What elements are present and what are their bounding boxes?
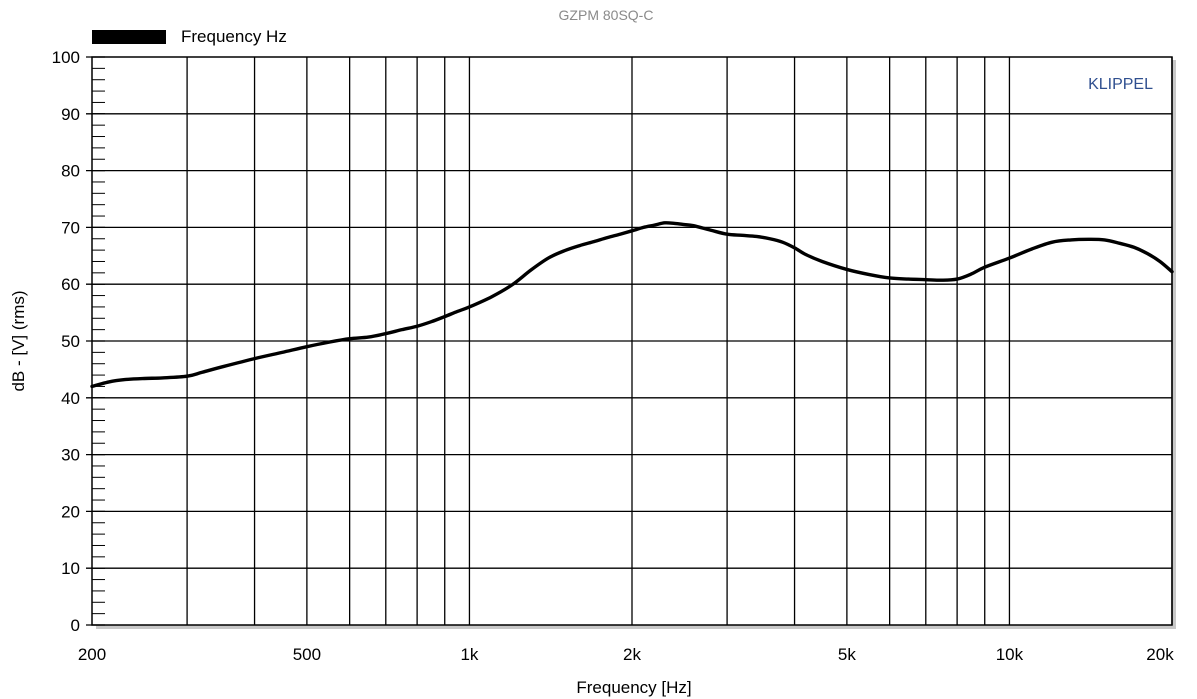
- x-axis: 200 500 1k 2k 5k 10k 20k: [78, 645, 1174, 664]
- x-tick-label: 2k: [623, 645, 641, 664]
- x-axis-label: Frequency [Hz]: [576, 678, 691, 697]
- y-tick-label: 60: [61, 275, 80, 294]
- y-tick-label: 40: [61, 389, 80, 408]
- y-tick-label: 70: [61, 218, 80, 237]
- y-tick-label: 90: [61, 105, 80, 124]
- x-tick-label: 200: [78, 645, 106, 664]
- x-tick-label: 5k: [838, 645, 856, 664]
- x-tick-label: 1k: [460, 645, 478, 664]
- grid: [92, 57, 1173, 625]
- x-tick-label: 20k: [1146, 645, 1174, 664]
- y-axis: 0 10 20 30 40 50 60 70 80 90 100: [52, 48, 105, 635]
- y-axis-label: dB - [V] (rms): [9, 290, 28, 391]
- x-tick-label: 500: [293, 645, 321, 664]
- y-tick-label: 10: [61, 559, 80, 578]
- x-tick-label: 10k: [996, 645, 1024, 664]
- y-tick-label: 50: [61, 332, 80, 351]
- y-tick-label: 30: [61, 446, 80, 465]
- series-line: [90, 221, 1174, 389]
- y-tick-label: 20: [61, 502, 80, 521]
- legend-swatch: [92, 30, 166, 44]
- legend-label: Frequency Hz: [181, 27, 287, 46]
- y-tick-label: 80: [61, 162, 80, 181]
- y-tick-label: 100: [52, 48, 80, 67]
- chart-title: GZPM 80SQ-C: [559, 7, 654, 23]
- watermark-logo: KLIPPEL: [1088, 76, 1153, 93]
- y-tick-label: 0: [71, 616, 80, 635]
